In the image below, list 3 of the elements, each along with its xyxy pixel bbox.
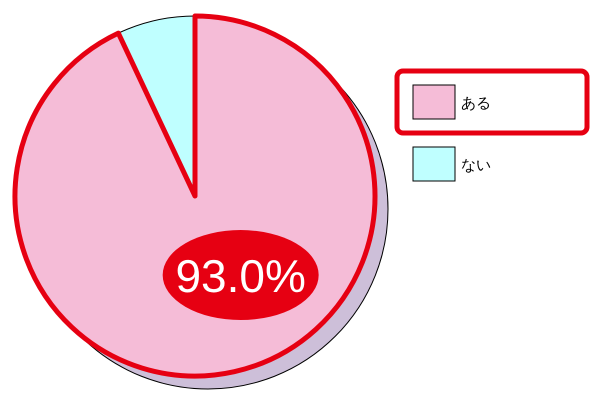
legend-label: ない: [461, 156, 491, 174]
legend-label: ある: [461, 94, 491, 112]
data-label: 93.0%: [175, 250, 306, 302]
